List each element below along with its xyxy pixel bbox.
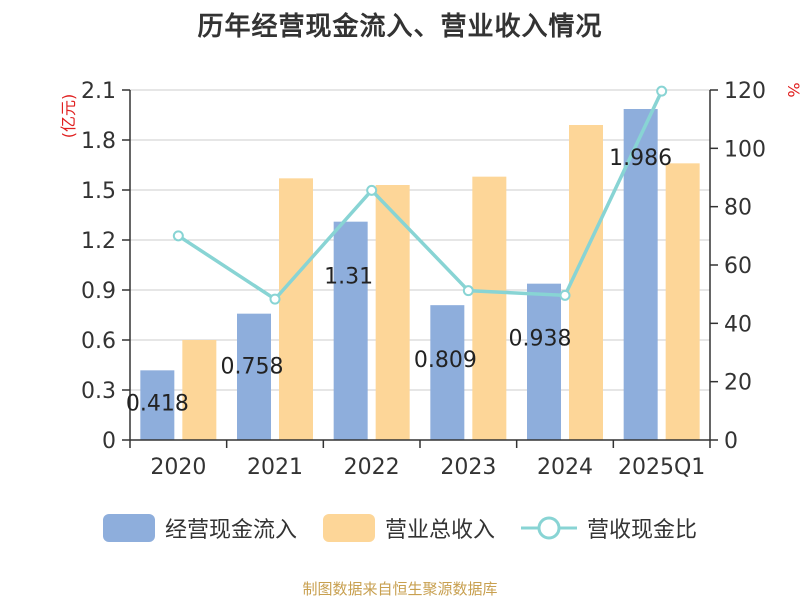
point-cash-ratio — [269, 293, 281, 305]
x-tick-label: 2021 — [247, 455, 303, 480]
x-tick-label: 2023 — [440, 455, 496, 480]
chart-title: 历年经营现金流入、营业收入情况 — [197, 12, 603, 42]
point-cash-ratio — [366, 184, 378, 196]
data-label-cash-inflow: 1.31 — [324, 265, 373, 290]
legend-swatch-revenue — [322, 514, 375, 542]
data-source-footer: 制图数据来自恒生聚源数据库 — [302, 580, 498, 598]
left-tick-label: 0.9 — [81, 279, 116, 304]
left-tick-label: 1.8 — [81, 129, 116, 154]
bar-cash-inflow — [333, 221, 368, 440]
legend-swatch-cash-ratio — [521, 516, 577, 540]
right-tick-label: 60 — [724, 254, 752, 279]
left-tick-label: 0.3 — [81, 379, 116, 404]
right-tick-label: 100 — [724, 137, 766, 162]
point-cash-ratio — [559, 289, 571, 301]
right-tick-label: 40 — [724, 312, 752, 337]
data-label-cash-inflow: 0.809 — [414, 348, 477, 373]
legend-item-revenue[interactable]: 营业总收入 — [322, 512, 495, 544]
left-tick-label: 2.1 — [81, 79, 116, 104]
left-tick-label: 1.2 — [81, 229, 116, 254]
data-label-cash-inflow: 0.758 — [221, 355, 284, 380]
bar-revenue — [182, 340, 217, 440]
bar-cash-inflow — [430, 305, 465, 440]
point-cash-ratio — [656, 85, 668, 97]
right-tick-label: 80 — [724, 196, 752, 221]
bar-revenue — [375, 185, 410, 440]
right-tick-label: 0 — [724, 429, 738, 454]
left-tick-label: 0.6 — [81, 329, 116, 354]
line-cash-ratio — [177, 90, 664, 302]
right-tick-label: 120 — [724, 79, 766, 104]
bar-revenue — [279, 178, 313, 441]
data-label-cash-inflow: 1.986 — [609, 146, 672, 171]
legend-swatch-cash-inflow — [102, 514, 155, 542]
bar-cash-inflow — [140, 370, 175, 440]
legend-label-cash-inflow: 经营现金流入 — [164, 518, 297, 543]
bar-revenue — [665, 163, 700, 441]
right-tick-label: 20 — [724, 371, 752, 396]
legend-label-cash-ratio: 营收现金比 — [587, 518, 698, 543]
left-tick-label: 1.5 — [81, 179, 116, 204]
x-tick-label: 2020 — [150, 455, 206, 480]
right-axis-unit: % — [784, 82, 800, 97]
bar-cash-inflow — [527, 283, 561, 440]
legend-label-revenue: 营业总收入 — [384, 518, 495, 543]
x-tick-label: 2022 — [344, 455, 400, 480]
left-tick-label: 0 — [102, 429, 116, 454]
data-label-cash-inflow: 0.418 — [126, 391, 189, 416]
x-tick-label: 2025Q1 — [618, 455, 705, 480]
point-cash-ratio — [172, 230, 184, 242]
data-label-cash-inflow: 0.938 — [509, 327, 572, 352]
bar-revenue — [472, 176, 507, 440]
chart-legend: 经营现金流入 营业总收入 营收现金比 — [0, 512, 800, 544]
bar-cash-inflow — [237, 313, 271, 440]
legend-item-cash-ratio[interactable]: 营收现金比 — [521, 512, 697, 544]
legend-item-cash-inflow[interactable]: 经营现金流入 — [102, 512, 297, 544]
left-axis-unit: (亿元) — [59, 94, 78, 139]
point-cash-ratio — [462, 285, 474, 297]
bar-revenue — [569, 125, 603, 440]
x-tick-label: 2024 — [537, 455, 593, 480]
bar-cash-inflow — [623, 109, 658, 440]
